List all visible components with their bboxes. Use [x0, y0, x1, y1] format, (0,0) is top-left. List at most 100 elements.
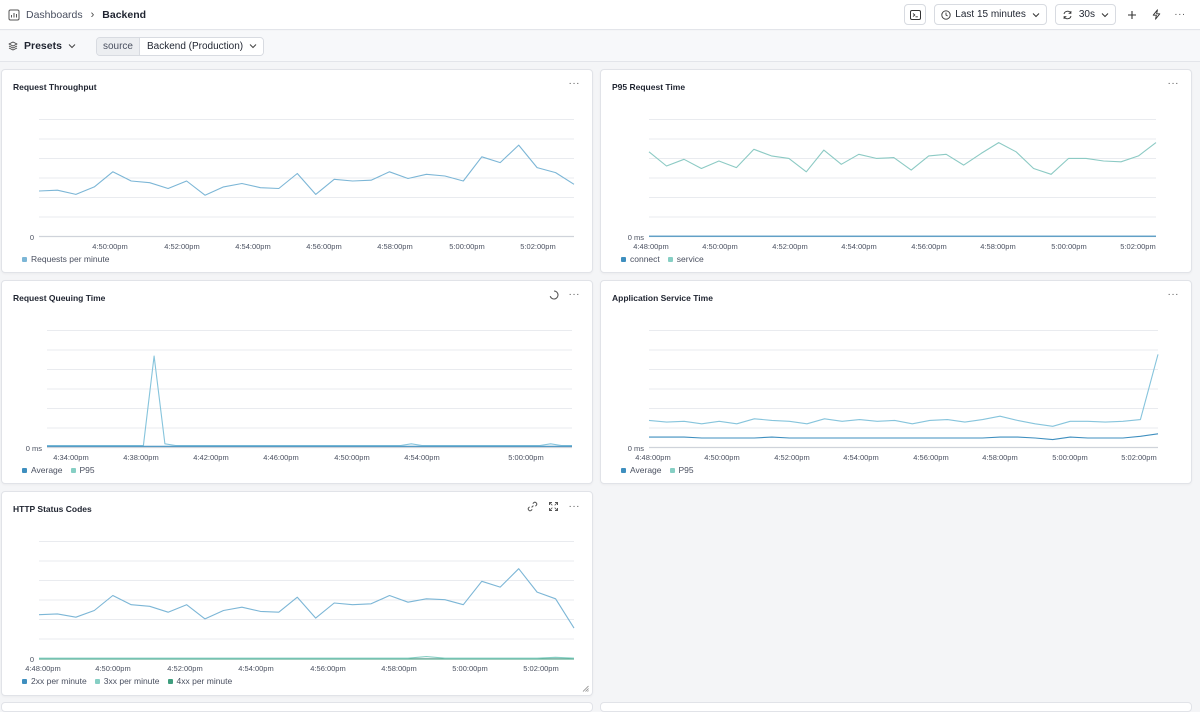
plus-icon: [1128, 10, 1136, 19]
add-panel-button[interactable]: [1124, 4, 1140, 25]
y-axis-label: 0: [30, 655, 34, 664]
chevron-down-icon: [68, 44, 76, 49]
chart-legend: Average P95: [621, 465, 694, 475]
x-tick-label: 4:54:00pm: [235, 242, 270, 251]
legend-label: P95: [79, 465, 95, 475]
legend-item[interactable]: 2xx per minute: [22, 676, 87, 686]
legend-label: connect: [630, 254, 660, 264]
time-range-select[interactable]: Last 15 minutes: [934, 4, 1047, 25]
source-filter-value: Backend (Production): [146, 40, 244, 52]
x-tick-label: 4:54:00pm: [404, 453, 439, 462]
x-tick-label: 4:52:00pm: [167, 664, 202, 673]
legend-swatch: [167, 678, 173, 684]
y-axis-label: 0: [30, 233, 34, 242]
series-line-p95[interactable]: [47, 355, 572, 447]
panel-http-status-codes: HTTP Status Codes ··· 0 4:48:00pm 4:50:00p…: [1, 491, 593, 696]
panel-title: Request Throughput: [13, 82, 97, 92]
series-line-2xx-per-minute[interactable]: [38, 568, 575, 629]
toolbar: Last 15 minutes 30s: [904, 4, 1188, 25]
legend-item[interactable]: Average: [621, 465, 662, 475]
chart-legend: connect service: [621, 254, 704, 264]
refresh-interval-select[interactable]: 30s: [1054, 4, 1116, 25]
series-line-3xx-per-minute[interactable]: [39, 655, 575, 659]
series-line-service[interactable]: [648, 142, 1157, 175]
chart-legend: Requests per minute: [22, 254, 109, 264]
legend-swatch: [70, 467, 76, 473]
legend-item[interactable]: connect: [621, 254, 660, 264]
legend-item[interactable]: P95: [70, 465, 95, 475]
panel-application-service-time: Application Service Time ··· 0 ms 4:48:00…: [600, 280, 1192, 484]
top-bar: Dashboards › Backend Last 15 minutes: [0, 0, 1200, 30]
presets-dropdown[interactable]: Presets: [8, 40, 82, 52]
refresh-icon: [1063, 10, 1072, 19]
line-chart: 0 ms4:48:00pm 4:50:00pm 4:52:00pm 4:54:00pm…: [628, 330, 1159, 462]
x-tick-label: 4:48:00pm: [635, 453, 670, 462]
y-axis-label: 0 ms: [26, 444, 43, 453]
series-line-requests-per-minute[interactable]: [38, 144, 575, 196]
series-line-average[interactable]: [649, 433, 1159, 441]
x-tick-label: 5:00:00pm: [452, 664, 487, 673]
panel-title: P95 Request Time: [612, 82, 686, 92]
expand-icon[interactable]: [548, 501, 559, 512]
legend-item[interactable]: 4xx per minute: [167, 676, 232, 686]
x-tick-label: 4:54:00pm: [843, 453, 878, 462]
legend-swatch: [621, 467, 626, 473]
legend-label: P95: [678, 465, 694, 475]
legend-swatch: [621, 256, 626, 262]
x-tick-label: 4:52:00pm: [164, 242, 199, 251]
panel-title: Application Service Time: [612, 293, 713, 303]
x-tick-label: 4:58:00pm: [980, 242, 1015, 251]
x-tick-label: 4:48:00pm: [633, 242, 668, 251]
legend-item[interactable]: P95: [669, 465, 694, 475]
line-chart: 0 ms 4:34:00pm 4:38:00pm 4:42:00pm 4:46:00pm…: [26, 330, 572, 462]
panel-menu-ellipsis-icon[interactable]: ···: [568, 289, 580, 300]
series-line-p95[interactable]: [648, 354, 1159, 427]
panel-menu-ellipsis-icon[interactable]: ···: [1167, 78, 1179, 89]
source-filter[interactable]: source Backend (Production): [95, 36, 265, 56]
legend-label: Average: [630, 465, 662, 475]
x-tick-label: 4:58:00pm: [377, 242, 412, 251]
legend-item[interactable]: Average: [22, 465, 63, 475]
legend-item[interactable]: service: [667, 254, 704, 264]
x-tick-label: 5:00:00pm: [508, 453, 543, 462]
more-options-button[interactable]: ···: [1172, 4, 1188, 25]
panel-title: Request Queuing Time: [13, 293, 106, 303]
x-tick-label: 5:00:00pm: [1051, 242, 1086, 251]
legend-swatch: [22, 256, 27, 262]
chart-legend: Average P95: [22, 465, 95, 475]
legend-swatch: [667, 256, 673, 262]
legend-swatch: [669, 467, 675, 473]
x-tick-label: 4:52:00pm: [774, 453, 809, 462]
terminal-button[interactable]: [904, 4, 927, 25]
line-chart: 04:48:00pm 4:50:00pm 4:52:00pm 4:54:00pm 4:5…: [25, 541, 575, 673]
legend-item[interactable]: 3xx per minute: [94, 676, 160, 686]
x-tick-label: 4:50:00pm: [704, 453, 739, 462]
legend-label: service: [676, 254, 704, 264]
x-tick-label: 5:00:00pm: [449, 242, 484, 251]
resize-handle-icon[interactable]: [582, 685, 589, 692]
panel-request-queuing-time: Request Queuing Time ··· 0 ms 4:34:00pm 4:…: [1, 280, 593, 484]
legend-swatch: [22, 467, 27, 473]
lightning-icon: [1152, 9, 1160, 20]
line-chart: 0 4:50:00pm 4:52:00pm 4:54:00pm 4:56:00pm 4:5…: [30, 119, 575, 251]
panel-partial: [600, 702, 1192, 712]
chevron-down-icon: [1032, 12, 1040, 17]
legend-swatch: [22, 678, 27, 684]
panel-menu-ellipsis-icon[interactable]: ···: [568, 78, 580, 89]
link-icon[interactable]: [527, 501, 538, 512]
clock-icon: [941, 9, 951, 20]
legend-item[interactable]: Requests per minute: [22, 254, 109, 264]
panel-menu-ellipsis-icon[interactable]: ···: [568, 500, 580, 512]
layers-icon: [8, 41, 18, 51]
source-filter-select[interactable]: Backend (Production): [139, 37, 264, 55]
panel-menu-ellipsis-icon[interactable]: ···: [1167, 289, 1179, 300]
x-tick-label: 4:56:00pm: [310, 664, 345, 673]
source-filter-key: source: [96, 37, 140, 55]
x-tick-label: 4:56:00pm: [911, 242, 946, 251]
quick-action-button[interactable]: [1148, 4, 1164, 25]
terminal-icon: [909, 9, 921, 20]
x-tick-label: 5:00:00pm: [1052, 453, 1087, 462]
x-tick-label: 4:46:00pm: [263, 453, 298, 462]
x-tick-label: 4:50:00pm: [334, 453, 369, 462]
breadcrumb-dashboards-link[interactable]: Dashboards: [26, 8, 83, 21]
